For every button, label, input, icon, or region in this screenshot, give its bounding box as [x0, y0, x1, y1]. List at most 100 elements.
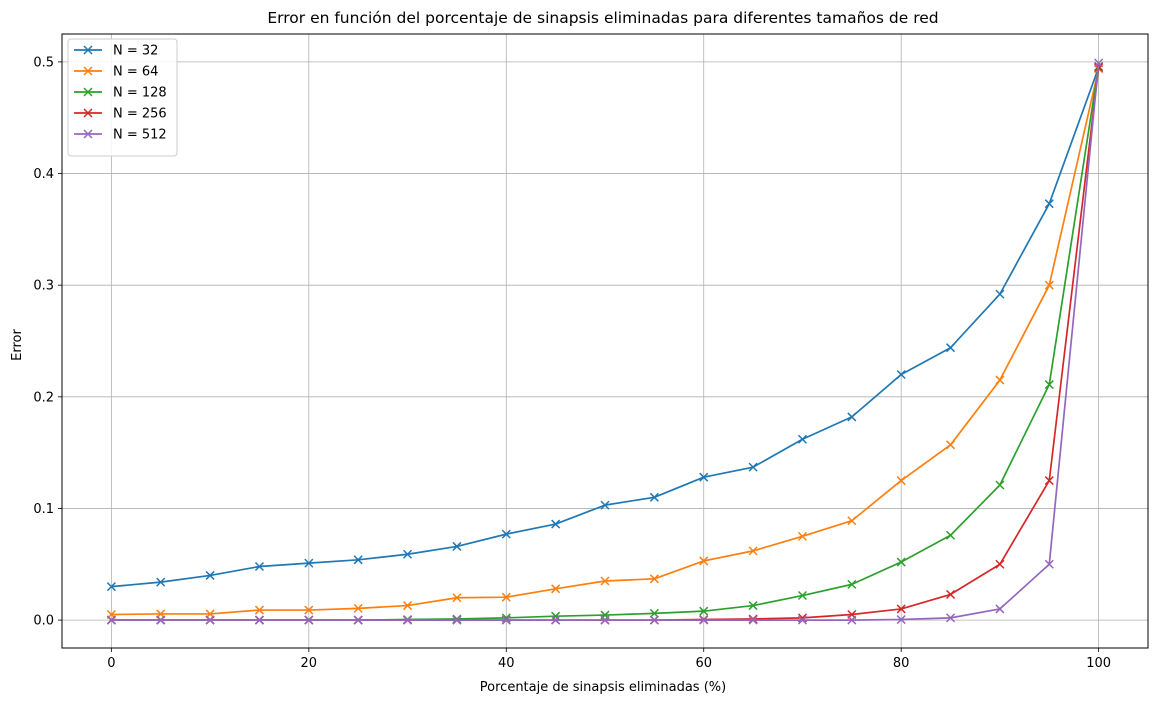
legend-label: N = 512 [113, 128, 167, 143]
legend-marker [83, 87, 93, 97]
x-tick-label: 80 [893, 656, 910, 671]
data-point-marker [748, 614, 758, 624]
data-point-marker [551, 611, 561, 621]
data-point-marker [106, 582, 116, 592]
data-point-marker [699, 615, 709, 625]
plot-area-frame [61, 33, 1149, 649]
data-point-marker [649, 615, 659, 625]
legend-box [67, 38, 178, 157]
data-point-marker [304, 558, 314, 568]
data-point-marker [995, 375, 1005, 385]
legend-label: N = 256 [113, 107, 167, 122]
data-point-marker [452, 593, 462, 603]
data-point-marker [353, 615, 363, 625]
data-point-marker [896, 476, 906, 486]
data-point-marker [1044, 280, 1054, 290]
data-point-marker [304, 615, 314, 625]
data-point-marker [254, 561, 264, 572]
data-point-marker [699, 556, 709, 566]
y-tick-label: 0.2 [33, 390, 54, 405]
data-point-marker [797, 591, 807, 601]
data-point-marker [995, 480, 1005, 490]
data-point-marker [946, 343, 956, 353]
data-point-marker [699, 472, 709, 482]
legend-entry: N = 32 [74, 44, 158, 59]
data-point-marker [995, 289, 1005, 299]
data-point-marker [1044, 380, 1054, 390]
data-point-marker [748, 615, 758, 625]
data-point-marker [946, 530, 956, 540]
data-point-marker [551, 519, 561, 529]
data-point-marker [353, 555, 363, 565]
legend-marker [83, 66, 93, 76]
x-tick-label: 100 [1086, 656, 1111, 671]
data-point-marker [156, 615, 166, 625]
data-point-marker [254, 605, 264, 615]
data-point-marker [501, 592, 511, 602]
legend-marker [83, 108, 93, 118]
data-point-marker [847, 615, 857, 625]
legend-marker [83, 129, 93, 139]
legend-entry: N = 256 [74, 107, 167, 122]
data-point-marker [748, 546, 758, 556]
series-5 [106, 58, 1104, 625]
series-lines [106, 58, 1104, 625]
data-point-marker [452, 614, 462, 624]
data-point-marker [995, 559, 1005, 569]
data-point-marker [847, 412, 857, 422]
data-point-marker [847, 579, 857, 589]
data-point-marker [649, 574, 659, 584]
x-axis-label: Porcentaje de sinapsis eliminadas (%) [480, 680, 726, 695]
data-point-marker [403, 601, 413, 611]
data-point-marker [1044, 559, 1054, 569]
legend-entry: N = 64 [74, 65, 158, 80]
data-point-marker [896, 604, 906, 614]
data-point-marker [946, 589, 956, 599]
y-tick-label: 0.3 [33, 279, 54, 294]
data-point-marker [600, 500, 610, 510]
data-point-marker [551, 615, 561, 625]
data-point-marker [600, 615, 610, 625]
data-point-marker [649, 608, 659, 618]
y-tick-label: 0.4 [33, 167, 54, 182]
data-point-marker [353, 603, 363, 613]
data-point-marker [699, 606, 709, 616]
data-point-marker [1094, 58, 1104, 68]
data-point-marker [1044, 199, 1054, 209]
data-point-marker [403, 615, 413, 625]
data-point-marker [254, 615, 264, 625]
data-point-marker [1044, 476, 1054, 486]
data-point-marker [106, 615, 116, 625]
data-point-marker [551, 584, 561, 594]
legend-label: N = 64 [113, 65, 158, 80]
data-point-marker [797, 615, 807, 625]
data-point-marker [946, 613, 956, 623]
data-point-marker [600, 576, 610, 586]
data-point-marker [896, 369, 906, 380]
chart-title: Error en función del porcentaje de sinap… [267, 9, 938, 27]
legend-label: N = 128 [113, 86, 167, 101]
data-point-marker [896, 615, 906, 625]
data-point-marker [156, 577, 166, 587]
x-tick-label: 0 [107, 656, 115, 671]
data-point-marker [748, 601, 758, 611]
data-point-marker [847, 516, 857, 526]
data-point-marker [896, 557, 906, 567]
grid [62, 34, 1148, 648]
legend-label: N = 32 [113, 44, 158, 59]
x-tick-label: 40 [498, 656, 515, 671]
y-tick-label: 0.5 [33, 55, 54, 70]
data-point-marker [501, 529, 511, 539]
series-1 [106, 62, 1104, 592]
data-point-marker [403, 549, 413, 559]
data-point-marker [304, 605, 314, 615]
y-axis-label: Error [10, 329, 25, 361]
data-point-marker [995, 604, 1005, 614]
data-point-marker [649, 492, 659, 502]
legend-marker [83, 45, 93, 55]
y-tick-label: 0.1 [33, 502, 54, 517]
legend-entry: N = 128 [74, 86, 167, 101]
data-point-marker [205, 615, 215, 625]
